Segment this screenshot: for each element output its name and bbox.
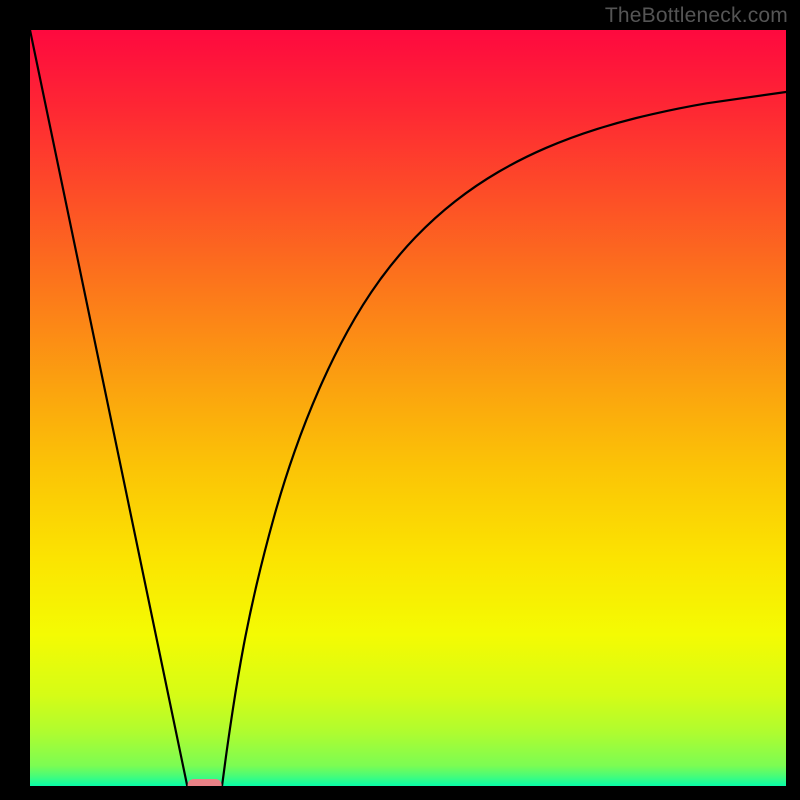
frame-border-bottom — [0, 786, 800, 800]
watermark-text: TheBottleneck.com — [605, 4, 788, 28]
gradient-background — [30, 30, 786, 786]
frame-border-left — [0, 0, 30, 800]
optimal-marker — [188, 779, 222, 786]
chart-frame: TheBottleneck.com — [0, 0, 800, 800]
plot-area — [30, 30, 786, 786]
plot-svg — [30, 30, 786, 786]
frame-border-right — [786, 0, 800, 800]
